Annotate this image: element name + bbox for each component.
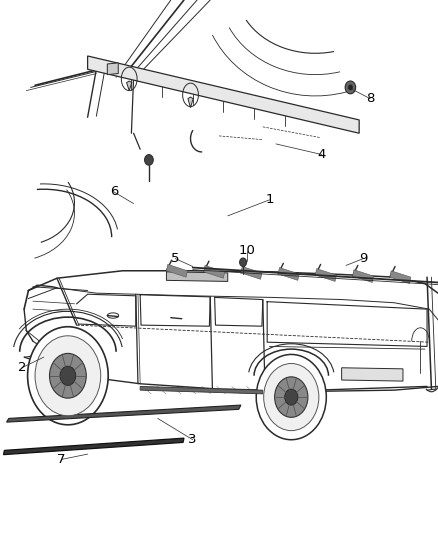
Polygon shape <box>88 56 359 133</box>
Polygon shape <box>166 264 187 277</box>
Text: 9: 9 <box>359 252 368 265</box>
Polygon shape <box>4 438 184 455</box>
Text: 5: 5 <box>171 252 180 265</box>
Polygon shape <box>353 270 374 282</box>
Polygon shape <box>7 405 241 422</box>
Text: 4: 4 <box>318 148 326 161</box>
Polygon shape <box>278 268 299 280</box>
Circle shape <box>145 155 153 165</box>
Text: 2: 2 <box>18 361 26 374</box>
Polygon shape <box>342 368 403 381</box>
Polygon shape <box>166 272 228 281</box>
Circle shape <box>264 364 319 431</box>
Circle shape <box>60 366 76 385</box>
Text: 10: 10 <box>239 244 256 257</box>
Circle shape <box>275 377 308 417</box>
Circle shape <box>35 336 101 416</box>
Circle shape <box>345 81 356 94</box>
Polygon shape <box>107 63 118 75</box>
Text: 6: 6 <box>110 185 118 198</box>
Polygon shape <box>241 266 262 279</box>
Circle shape <box>28 327 108 425</box>
Text: 8: 8 <box>366 92 374 105</box>
Polygon shape <box>315 269 336 281</box>
Circle shape <box>256 354 326 440</box>
Text: 7: 7 <box>57 453 66 466</box>
Circle shape <box>240 258 247 266</box>
Circle shape <box>285 389 298 405</box>
Polygon shape <box>390 271 411 284</box>
Polygon shape <box>188 97 193 108</box>
Circle shape <box>348 85 353 90</box>
Polygon shape <box>127 81 132 91</box>
Polygon shape <box>140 386 263 394</box>
Circle shape <box>49 353 86 398</box>
Text: 3: 3 <box>188 433 197 446</box>
Polygon shape <box>204 265 225 278</box>
Text: 1: 1 <box>265 193 274 206</box>
